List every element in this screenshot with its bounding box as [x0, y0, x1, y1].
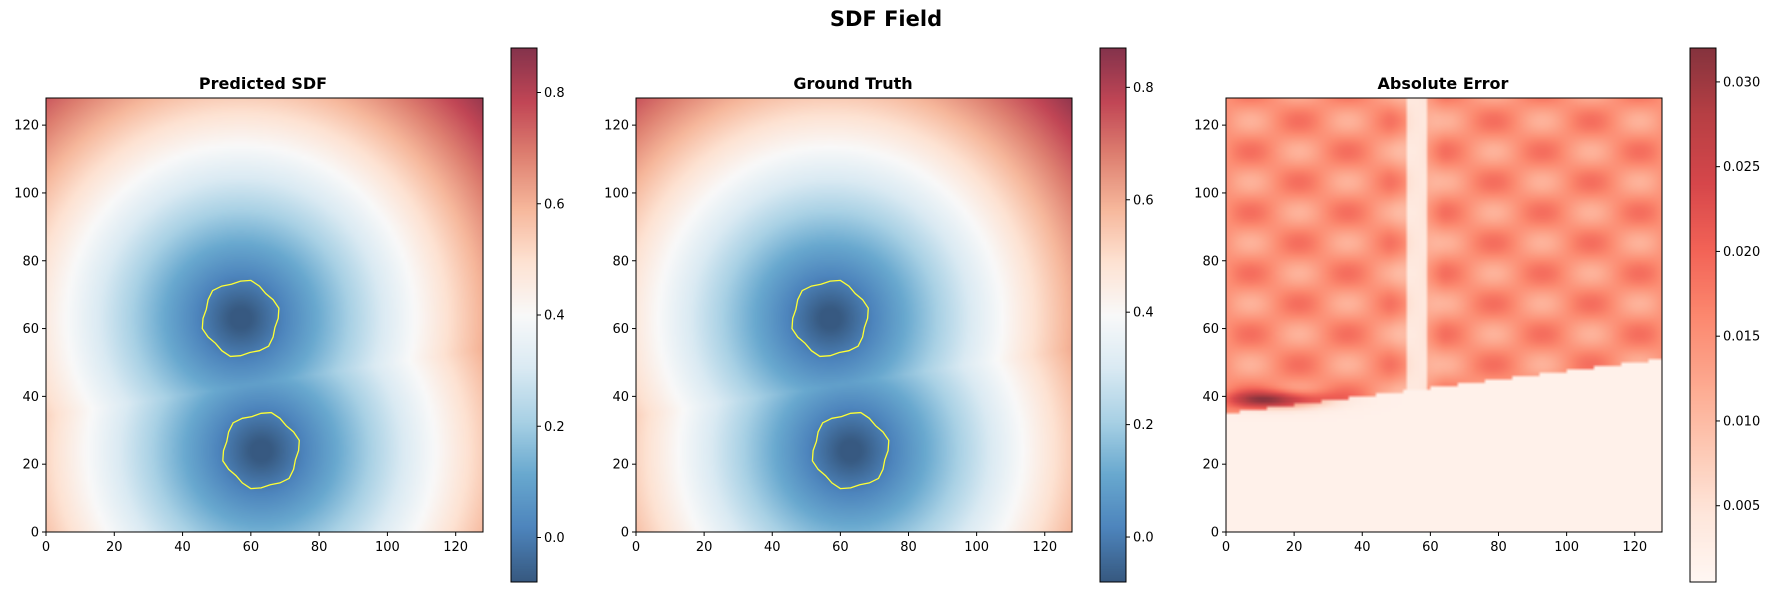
colorbar-tick-label: 0.010: [1723, 414, 1760, 429]
x-tick-label: 80: [1490, 540, 1507, 555]
colorbar-ticks: 0.0 0.2 0.4 0.6 0.8: [1126, 81, 1154, 546]
colorbar: [511, 48, 537, 582]
y-tick-label: 80: [1202, 254, 1219, 269]
x-tick-label: 120: [443, 540, 468, 555]
x-tick-label: 0: [42, 540, 50, 555]
axes-frame: [635, 97, 1073, 533]
x-tick-label: 60: [1422, 540, 1439, 555]
y-tick-label: 100: [1194, 186, 1219, 201]
contour-line: [222, 411, 300, 490]
y-tick-label: 60: [612, 322, 629, 337]
colorbar: [1100, 48, 1126, 582]
y-tick-label: 120: [604, 119, 629, 134]
colorbar-tick-label: 0.6: [1133, 193, 1154, 208]
x-tick-label: 40: [1354, 540, 1371, 555]
y-tick-label: 20: [22, 458, 39, 473]
x-tick-label: 0: [1222, 540, 1230, 555]
colorbar: [1690, 48, 1716, 582]
y-tick-label: 20: [1202, 458, 1219, 473]
y-tick-label: 100: [604, 186, 629, 201]
y-tick-label: 20: [612, 458, 629, 473]
figure-title: SDF Field: [830, 7, 942, 31]
contour-line: [811, 411, 890, 490]
x-tick-label: 80: [311, 540, 328, 555]
x-tick-label: 80: [900, 540, 917, 555]
colorbar-ticks: 0.0 0.2 0.4 0.6 0.8: [537, 86, 565, 546]
colorbar-frame: [1689, 47, 1717, 583]
colorbar-tick-label: 0.0: [544, 531, 565, 546]
colorbar-tick-label: 0.2: [544, 420, 565, 435]
y-axis: 0 20 40 60 80 100 120: [14, 119, 46, 541]
panel-ground-truth: Ground Truth 0 20 40 60 80 100 120 0 20 40 60 80 10…: [604, 47, 1154, 583]
y-tick-label: 120: [1194, 119, 1219, 134]
y-tick-label: 0: [621, 526, 629, 541]
contour-line: [201, 279, 280, 358]
colorbar-tick-label: 0.4: [1133, 306, 1154, 321]
y-axis: 0 20 40 60 80 100 120: [604, 119, 636, 541]
colorbar-tick-label: 0.005: [1723, 499, 1760, 514]
zero-level-contour: [201, 279, 300, 490]
y-tick-label: 40: [1202, 390, 1219, 405]
y-tick-label: 60: [22, 322, 39, 337]
y-tick-label: 80: [22, 254, 39, 269]
x-tick-label: 60: [243, 540, 260, 555]
x-tick-label: 40: [764, 540, 781, 555]
colorbar-tick-label: 0.8: [544, 86, 565, 101]
heatmap-image: [46, 98, 483, 532]
x-axis: 0 20 40 60 80 100 120: [1222, 532, 1647, 555]
x-tick-label: 60: [832, 540, 849, 555]
panel-title: Ground Truth: [793, 74, 912, 93]
colorbar-frame: [1099, 47, 1127, 583]
x-tick-label: 100: [375, 540, 400, 555]
colorbar-tick-label: 0.8: [1133, 81, 1154, 96]
colorbar-tick-label: 0.0: [1133, 531, 1154, 546]
colorbar-tick-label: 0.4: [544, 309, 565, 324]
panel-title: Predicted SDF: [199, 74, 327, 93]
x-tick-label: 20: [1286, 540, 1303, 555]
colorbar-tick-label: 0.6: [544, 197, 565, 212]
panel-predicted-sdf: Predicted SDF 0 20 40 60 80 100 120 0 20 40 60 80 1…: [14, 47, 565, 583]
x-tick-label: 0: [632, 540, 640, 555]
contour-line: [791, 279, 869, 358]
heatmap-image: [1226, 98, 1662, 532]
heatmap-image: [636, 98, 1072, 532]
y-tick-label: 100: [14, 186, 39, 201]
colorbar-tick-label: 0.015: [1723, 330, 1760, 345]
y-tick-label: 40: [22, 390, 39, 405]
y-axis: 0 20 40 60 80 100 120: [1194, 119, 1226, 541]
y-tick-label: 40: [612, 390, 629, 405]
zero-level-contour: [791, 279, 890, 490]
x-axis: 0 20 40 60 80 100 120: [42, 532, 468, 555]
x-tick-label: 20: [106, 540, 123, 555]
y-tick-label: 80: [612, 254, 629, 269]
panel-absolute-error: Absolute Error 0 20 40 60 80 100 120 0 20 40 60 80…: [1194, 47, 1760, 583]
axes-frame: [1225, 97, 1663, 533]
x-tick-label: 120: [1622, 540, 1647, 555]
x-axis: 0 20 40 60 80 100 120: [632, 532, 1057, 555]
y-tick-label: 0: [1211, 526, 1219, 541]
x-tick-label: 40: [174, 540, 191, 555]
colorbar-tick-label: 0.020: [1723, 245, 1760, 260]
axes-frame: [45, 97, 484, 533]
x-tick-label: 120: [1032, 540, 1057, 555]
colorbar-tick-label: 0.2: [1133, 418, 1154, 433]
x-tick-label: 100: [964, 540, 989, 555]
colorbar-tick-label: 0.025: [1723, 160, 1760, 175]
x-tick-label: 100: [1554, 540, 1579, 555]
y-tick-label: 120: [14, 119, 39, 134]
panel-title: Absolute Error: [1378, 74, 1509, 93]
y-tick-label: 0: [31, 526, 39, 541]
colorbar-tick-label: 0.030: [1723, 75, 1760, 90]
y-tick-label: 60: [1202, 322, 1219, 337]
x-tick-label: 20: [696, 540, 713, 555]
colorbar-ticks: 0.005 0.010 0.015 0.020 0.025 0.030: [1716, 75, 1760, 514]
